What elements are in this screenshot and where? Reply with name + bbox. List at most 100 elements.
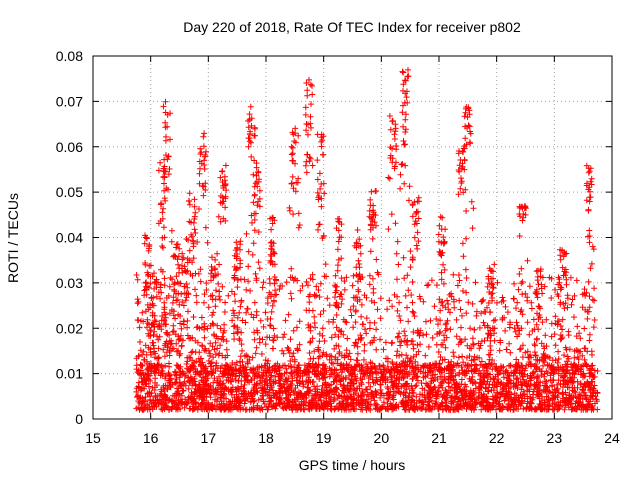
y-tick-label: 0.03 bbox=[56, 275, 83, 291]
data-point bbox=[256, 369, 262, 376]
data-point bbox=[511, 280, 518, 287]
data-point bbox=[528, 299, 535, 306]
data-point bbox=[450, 368, 456, 375]
data-point bbox=[267, 251, 274, 258]
data-point bbox=[148, 399, 155, 406]
data-point bbox=[377, 295, 384, 302]
data-point bbox=[158, 266, 164, 273]
data-point bbox=[493, 364, 500, 371]
data-point bbox=[569, 367, 576, 374]
data-point bbox=[367, 319, 373, 326]
data-point bbox=[165, 186, 171, 193]
data-point bbox=[421, 362, 428, 369]
data-point bbox=[557, 256, 564, 263]
data-point bbox=[164, 396, 171, 403]
data-point bbox=[435, 321, 441, 328]
data-point bbox=[458, 175, 464, 182]
data-point bbox=[433, 393, 440, 400]
data-point bbox=[538, 389, 544, 396]
data-point bbox=[305, 388, 312, 395]
data-point bbox=[450, 296, 457, 303]
data-point bbox=[446, 291, 453, 298]
data-point bbox=[423, 318, 429, 325]
data-point bbox=[288, 180, 295, 187]
data-point bbox=[202, 345, 209, 352]
data-point bbox=[284, 344, 291, 351]
data-point bbox=[369, 235, 376, 242]
data-point bbox=[552, 313, 559, 320]
data-point bbox=[391, 165, 398, 172]
data-point bbox=[524, 257, 531, 264]
data-point bbox=[293, 179, 300, 186]
data-point bbox=[201, 166, 208, 172]
data-point bbox=[237, 241, 244, 248]
data-point bbox=[250, 314, 257, 321]
data-point bbox=[476, 345, 483, 352]
data-point bbox=[333, 312, 340, 318]
data-point bbox=[578, 401, 585, 408]
data-point bbox=[311, 313, 318, 320]
data-point bbox=[187, 405, 194, 412]
data-point bbox=[331, 396, 338, 403]
data-point bbox=[133, 362, 140, 369]
data-point bbox=[155, 289, 162, 296]
data-point bbox=[587, 188, 593, 195]
data-point bbox=[243, 352, 250, 359]
data-point bbox=[190, 237, 197, 244]
data-point bbox=[174, 296, 181, 303]
data-point bbox=[513, 356, 520, 363]
data-point bbox=[309, 91, 316, 98]
data-point bbox=[411, 234, 418, 241]
data-point bbox=[246, 116, 253, 123]
data-point bbox=[173, 405, 180, 412]
data-point bbox=[167, 274, 174, 281]
data-point bbox=[170, 328, 177, 335]
data-point bbox=[192, 209, 199, 216]
data-point bbox=[255, 259, 262, 266]
data-point bbox=[347, 356, 354, 363]
data-point bbox=[435, 349, 442, 355]
data-point bbox=[435, 387, 442, 394]
data-point bbox=[178, 342, 185, 349]
data-point bbox=[514, 333, 521, 340]
data-point bbox=[363, 396, 370, 403]
data-point bbox=[272, 373, 279, 380]
data-point bbox=[588, 181, 595, 188]
data-point bbox=[478, 395, 485, 402]
data-point bbox=[207, 384, 214, 391]
data-point bbox=[180, 321, 187, 328]
data-point bbox=[356, 385, 363, 392]
data-point bbox=[350, 324, 357, 331]
data-point bbox=[356, 261, 363, 267]
data-point bbox=[586, 304, 593, 311]
data-point bbox=[353, 294, 360, 301]
data-point bbox=[462, 135, 469, 142]
data-point bbox=[432, 400, 439, 407]
data-point bbox=[402, 292, 409, 299]
data-point bbox=[466, 353, 473, 360]
data-point bbox=[512, 397, 518, 404]
data-point bbox=[155, 167, 162, 174]
data-point bbox=[220, 185, 227, 191]
data-point bbox=[181, 263, 188, 270]
data-point bbox=[360, 321, 367, 328]
data-point bbox=[209, 267, 215, 274]
data-point bbox=[291, 356, 298, 363]
data-point bbox=[519, 354, 526, 361]
data-point bbox=[411, 313, 418, 320]
data-point bbox=[163, 349, 170, 356]
data-point bbox=[394, 293, 401, 300]
data-point bbox=[442, 344, 449, 351]
data-point bbox=[414, 245, 421, 252]
data-point bbox=[534, 373, 541, 380]
data-point bbox=[271, 274, 278, 280]
data-point bbox=[327, 352, 333, 359]
data-point bbox=[396, 330, 403, 337]
data-point bbox=[439, 298, 446, 305]
data-point bbox=[496, 406, 503, 413]
data-point bbox=[260, 323, 267, 330]
data-point bbox=[477, 342, 484, 349]
data-point bbox=[231, 402, 238, 409]
data-point bbox=[143, 235, 150, 242]
data-point bbox=[459, 353, 466, 360]
